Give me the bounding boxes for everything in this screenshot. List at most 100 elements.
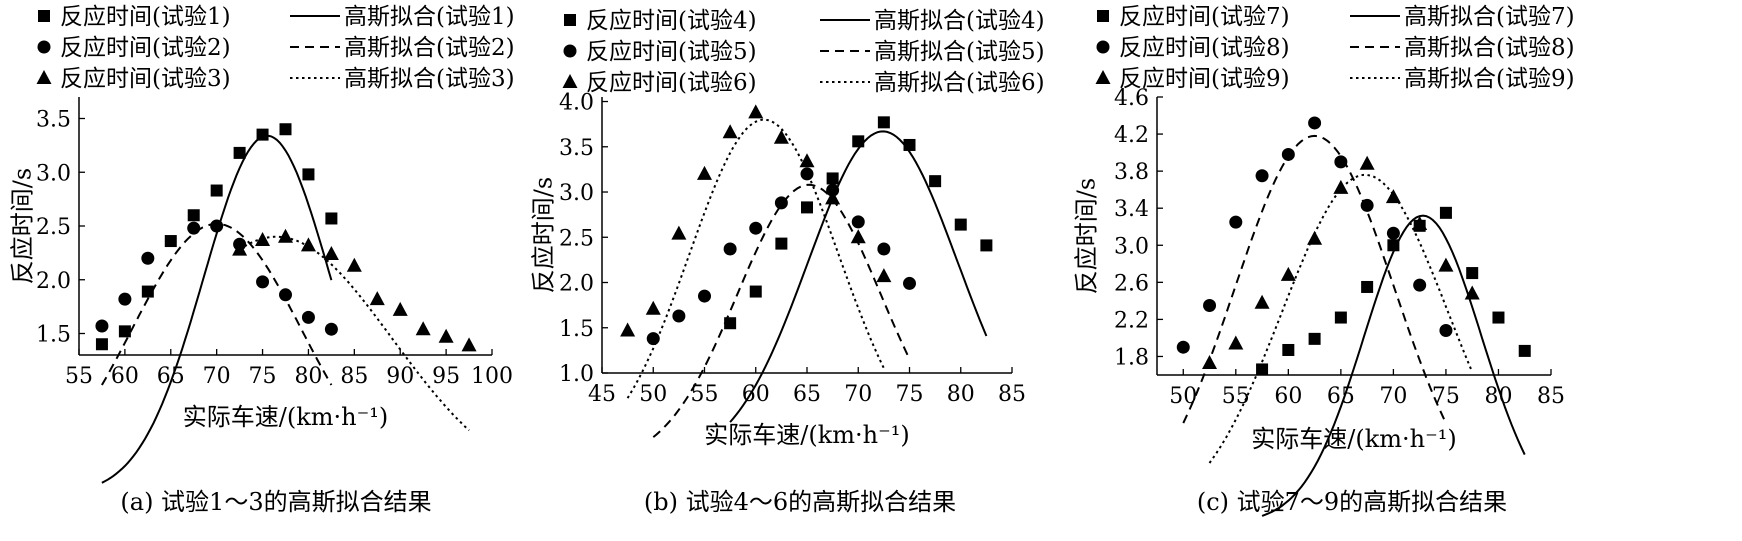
x-tick-label: 55 xyxy=(65,364,93,389)
data-point xyxy=(697,165,712,180)
data-point xyxy=(1492,311,1505,324)
data-point xyxy=(279,288,292,302)
legend-label: 高斯拟合(试验1) xyxy=(344,4,515,30)
legend-marker xyxy=(562,74,578,88)
fit-curve xyxy=(101,134,333,484)
data-point xyxy=(324,322,338,336)
data-point xyxy=(749,285,762,298)
data-point xyxy=(187,209,200,222)
y-tick-label: 4.6 xyxy=(1114,86,1149,111)
data-point xyxy=(164,235,177,248)
data-point xyxy=(141,251,155,265)
chart-panel-1: 反应时间(试验1) 高斯拟合(试验1) 反应时间(试验2) 高斯拟合(试验2) 反应时间… xyxy=(9,4,515,516)
data-point xyxy=(325,212,338,225)
x-tick-label: 90 xyxy=(386,364,414,389)
data-point xyxy=(1412,215,1428,230)
y-tick-label: 1.8 xyxy=(1114,345,1149,370)
legend-marker xyxy=(38,10,50,22)
data-point xyxy=(773,129,789,144)
legend-marker xyxy=(564,14,576,26)
data-point xyxy=(141,285,154,298)
data-point xyxy=(1282,343,1295,356)
data-point xyxy=(1229,215,1243,229)
data-point xyxy=(1413,278,1427,292)
y-tick-label: 1.5 xyxy=(559,317,594,342)
fit-curve xyxy=(1208,173,1474,464)
x-tick-label: 85 xyxy=(998,382,1026,407)
data-point xyxy=(801,201,813,214)
legend-label: 反应时间(试验7) xyxy=(1119,4,1290,30)
y-tick-label: 2.2 xyxy=(1114,308,1149,333)
x-tick-label: 45 xyxy=(588,382,616,407)
legend-marker xyxy=(1096,40,1110,54)
x-tick-label: 75 xyxy=(896,382,924,407)
legend-marker xyxy=(1095,70,1111,84)
data-point xyxy=(1334,155,1348,169)
data-point xyxy=(646,332,660,346)
legend-label: 高斯拟合(试验4) xyxy=(874,8,1045,34)
data-point xyxy=(1203,299,1217,312)
data-point xyxy=(1228,335,1244,350)
data-point xyxy=(799,153,815,168)
data-point xyxy=(1308,332,1321,345)
data-point xyxy=(415,321,431,336)
data-point xyxy=(749,221,763,235)
chart-panel-2: 反应时间(试验4) 高斯拟合(试验4) 反应时间(试验5) 高斯拟合(试验5) 反应时间… xyxy=(530,8,1045,516)
legend-marker xyxy=(563,44,577,58)
data-point xyxy=(438,328,454,343)
data-point xyxy=(323,245,339,260)
data-point xyxy=(1308,116,1322,130)
legend-label: 反应时间(试验4) xyxy=(586,8,757,34)
data-point xyxy=(1361,280,1374,293)
y-tick-label: 3.0 xyxy=(559,181,594,206)
y-tick-label: 3.0 xyxy=(1114,234,1149,259)
data-point xyxy=(256,275,270,289)
data-point xyxy=(187,221,201,235)
data-point xyxy=(95,319,109,333)
x-tick-label: 65 xyxy=(793,382,821,407)
data-point xyxy=(1386,226,1400,240)
legend-label: 反应时间(试验8) xyxy=(1119,35,1290,61)
legend-marker xyxy=(1097,10,1109,22)
data-point xyxy=(980,239,993,252)
data-point xyxy=(877,116,890,129)
data-point xyxy=(903,276,916,290)
fit-curve xyxy=(1261,214,1526,517)
data-point xyxy=(256,128,269,141)
legend-label: 反应时间(试验5) xyxy=(586,39,757,65)
legend-label: 反应时间(试验3) xyxy=(60,66,231,92)
data-point xyxy=(722,124,738,139)
x-tick-label: 70 xyxy=(1379,384,1407,409)
data-point xyxy=(392,301,408,316)
data-point xyxy=(255,231,271,246)
data-point xyxy=(232,241,248,256)
legend-label: 反应时间(试验9) xyxy=(1119,66,1290,92)
legend-label: 高斯拟合(试验2) xyxy=(344,35,515,61)
data-point xyxy=(826,183,840,197)
data-point xyxy=(1387,239,1400,252)
data-point xyxy=(1333,179,1349,194)
legend-label: 反应时间(试验2) xyxy=(60,35,231,61)
data-point xyxy=(118,292,132,306)
legend-label: 高斯拟合(试验9) xyxy=(1404,66,1575,92)
data-point xyxy=(302,168,315,181)
data-point xyxy=(775,237,788,250)
x-tick-label: 70 xyxy=(844,382,872,407)
data-point xyxy=(620,322,636,337)
x-tick-label: 50 xyxy=(639,382,667,407)
data-point xyxy=(1281,147,1295,161)
legend-label: 高斯拟合(试验5) xyxy=(874,39,1045,65)
data-point xyxy=(929,175,942,188)
y-axis-title: 反应时间/s xyxy=(1073,178,1101,294)
data-point xyxy=(671,225,687,240)
data-point xyxy=(118,325,131,338)
legend-marker xyxy=(37,40,51,54)
data-point xyxy=(233,146,246,159)
data-point xyxy=(1256,363,1269,376)
y-tick-label: 2.5 xyxy=(559,226,594,251)
data-point xyxy=(278,228,293,243)
y-tick-label: 1.0 xyxy=(559,362,594,387)
data-point xyxy=(1254,294,1270,309)
data-point xyxy=(346,257,362,272)
